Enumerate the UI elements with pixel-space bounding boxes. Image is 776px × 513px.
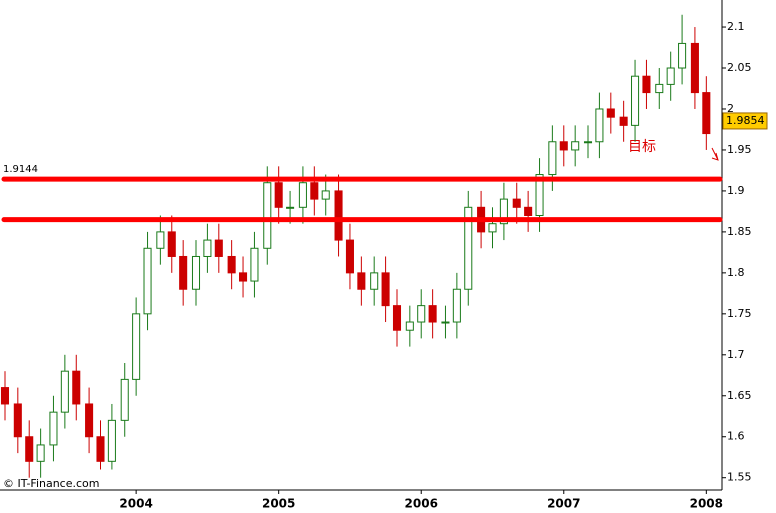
x-tick-label: 2007 <box>547 497 580 511</box>
candle-body <box>321 190 330 200</box>
candle-body <box>488 223 497 233</box>
candle-body <box>392 305 402 331</box>
candle-body <box>310 182 319 200</box>
y-tick-label: 2.05 <box>727 61 752 74</box>
candle-body <box>595 108 604 143</box>
candle-body <box>524 206 533 217</box>
candle-body <box>512 198 521 208</box>
candle-body <box>666 67 675 85</box>
annotation: 目标 <box>628 139 656 155</box>
candle-body <box>36 444 45 462</box>
candle-body <box>571 141 580 151</box>
y-tick-label: 1.8 <box>727 266 745 279</box>
y-tick-label: 1.85 <box>727 225 752 238</box>
candle-body <box>191 255 201 290</box>
x-tick-label: 2008 <box>690 497 723 511</box>
candle-body <box>370 272 379 290</box>
last-price-box <box>722 112 768 130</box>
candle-body <box>227 255 236 274</box>
y-tick-label: 1.55 <box>727 471 752 484</box>
candle-body <box>274 182 283 208</box>
candle-body <box>381 272 390 307</box>
line-label: 1.9144 <box>3 164 38 175</box>
candle-body <box>535 174 544 217</box>
candle-body <box>13 403 22 438</box>
candle-body <box>345 239 354 274</box>
y-tick-label: 2.1 <box>727 20 745 33</box>
candle-body <box>405 321 414 331</box>
y-tick-label: 2 <box>727 102 734 115</box>
y-tick-label: 1.65 <box>727 389 752 402</box>
candle-body <box>286 206 295 209</box>
candle-body <box>107 419 116 462</box>
candle-body <box>702 92 711 135</box>
candle-body <box>72 370 81 405</box>
candle-body <box>655 83 664 94</box>
candle-body <box>357 272 366 290</box>
candle-body <box>179 255 188 290</box>
candle-body <box>263 182 272 249</box>
x-tick-label: 2006 <box>405 497 438 511</box>
candle-body <box>0 387 10 405</box>
candle-body <box>548 141 557 176</box>
candle-body <box>619 116 628 126</box>
y-tick-label: 1.9 <box>727 184 745 197</box>
candle-body <box>60 370 69 413</box>
candle-body <box>239 272 248 282</box>
candle-body <box>631 75 640 126</box>
y-tick-label: 1.75 <box>727 307 752 320</box>
candle-body <box>156 231 165 249</box>
candle-body <box>678 42 687 69</box>
candle-body <box>49 411 58 446</box>
watermark: © IT-Finance.com <box>3 477 100 490</box>
candle-body <box>583 141 593 144</box>
candle-body <box>143 247 152 315</box>
last-price: 1.9854 <box>726 114 765 127</box>
candle-body <box>428 305 437 323</box>
target-arrow <box>711 147 719 161</box>
y-tick-label: 1.95 <box>727 143 752 156</box>
candle-body <box>214 239 223 257</box>
candle-body <box>96 436 105 462</box>
candle-body <box>203 239 212 257</box>
candle-body <box>167 231 176 257</box>
candle-body <box>250 247 259 282</box>
candle-body <box>417 305 426 323</box>
x-tick-label: 2005 <box>262 497 295 511</box>
y-tick-label: 1.7 <box>727 348 745 361</box>
candle-body <box>606 108 615 118</box>
candle-body <box>334 190 343 241</box>
candle-body <box>642 75 651 94</box>
candle-body <box>120 378 129 421</box>
candle-body <box>690 42 699 94</box>
candle-body <box>499 198 508 225</box>
candle-body <box>452 288 461 323</box>
candle-body <box>464 206 473 290</box>
candle-body <box>441 321 450 324</box>
candle-body <box>559 141 568 151</box>
candle-body <box>85 403 94 438</box>
y-tick-label: 1.6 <box>727 430 745 443</box>
candle-body <box>132 313 141 380</box>
candle-body <box>298 182 307 208</box>
x-tick-label: 2004 <box>119 497 152 511</box>
candle-body <box>25 436 34 462</box>
